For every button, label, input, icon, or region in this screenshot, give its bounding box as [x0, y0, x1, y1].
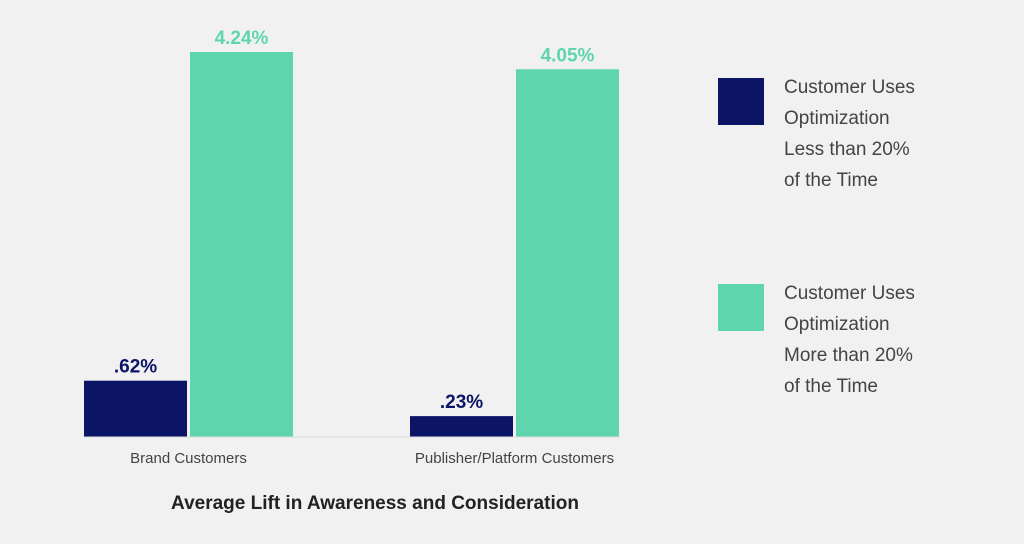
- legend-label-line: More than 20%: [784, 345, 913, 366]
- bar-less-than-20-publisher: [410, 416, 513, 437]
- data-label: 4.24%: [215, 28, 269, 49]
- data-label: 4.05%: [541, 45, 595, 66]
- legend-label-line: of the Time: [784, 170, 878, 191]
- legend-label-line: Optimization: [784, 314, 890, 335]
- legend-label-line: Customer Uses: [784, 77, 915, 98]
- bar-less-than-20-brand: [84, 380, 187, 437]
- legend-swatch: [718, 284, 764, 331]
- x-tick-label: Brand Customers: [130, 450, 247, 467]
- data-label: .23%: [440, 392, 483, 413]
- x-ticks-group: Brand Customers Publisher/Platform Custom…: [130, 450, 614, 467]
- legend-label-line: Customer Uses: [784, 283, 915, 304]
- x-tick-label: Publisher/Platform Customers: [415, 450, 614, 467]
- legend-swatch: [718, 78, 764, 125]
- legend-label-line: of the Time: [784, 376, 878, 397]
- legend-label-line: Optimization: [784, 108, 890, 129]
- data-label: .62%: [114, 357, 157, 378]
- legend-label-line: Less than 20%: [784, 139, 910, 160]
- legend: Customer Uses Optimization Less than 20% of…: [718, 77, 915, 397]
- x-axis-title: Average Lift in Awareness and Considerat…: [171, 493, 579, 514]
- bar-more-than-20-publisher: [516, 69, 619, 438]
- bar-more-than-20-brand: [190, 52, 293, 437]
- data-labels-group: .62% 4.24% .23% 4.05%: [114, 28, 595, 413]
- bars-group: [84, 52, 619, 438]
